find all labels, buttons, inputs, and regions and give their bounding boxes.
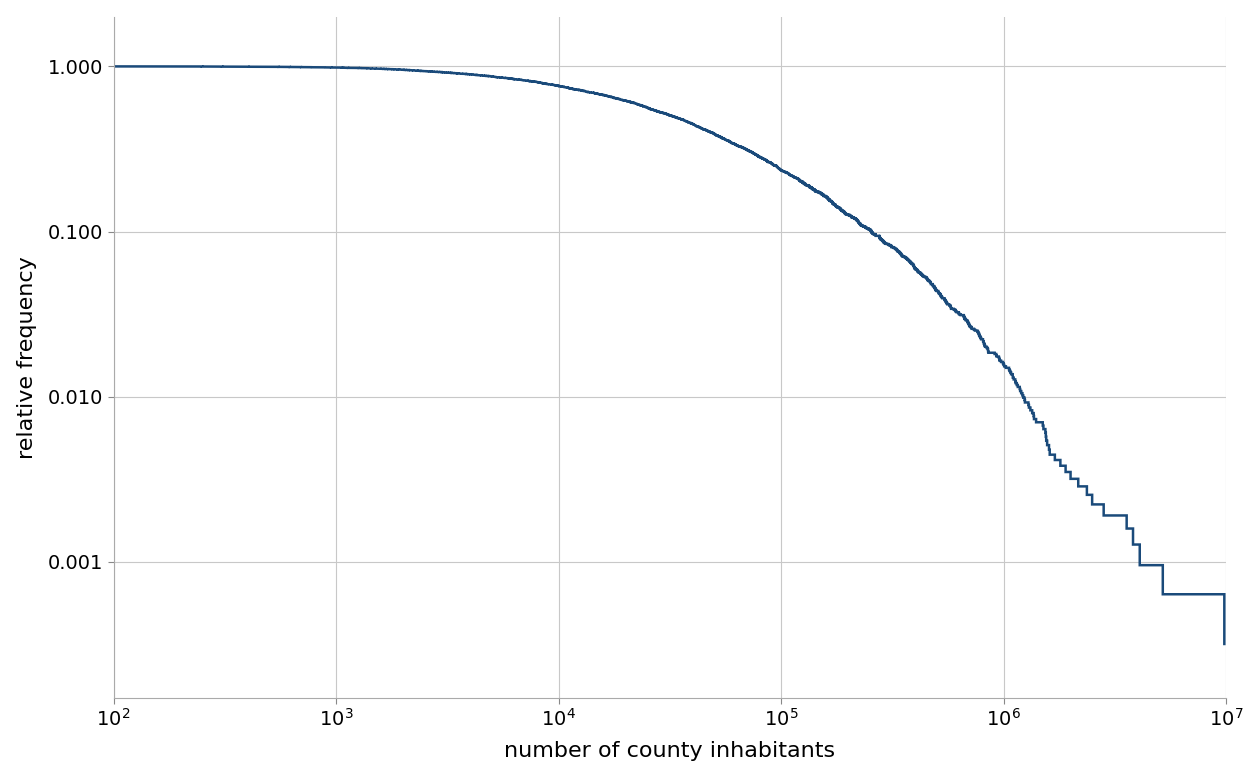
X-axis label: number of county inhabitants: number of county inhabitants	[504, 741, 835, 762]
Y-axis label: relative frequency: relative frequency	[16, 256, 37, 459]
